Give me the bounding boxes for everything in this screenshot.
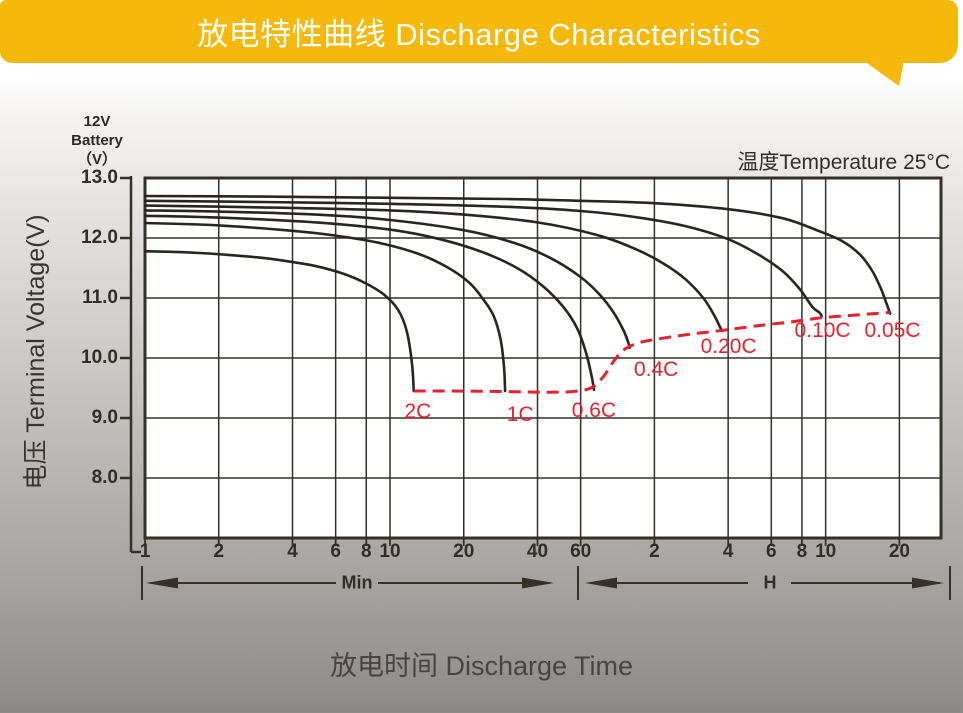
x-tick-label: 2 xyxy=(213,541,225,562)
discharge-curve-0.20C xyxy=(143,204,724,333)
curve-rate-label-0.4C: 0.4C xyxy=(633,358,679,381)
curve-rate-label-1C: 1C xyxy=(506,403,534,426)
battery-unit-line-2: Battery xyxy=(71,132,123,149)
y-tick-label: 8.0 xyxy=(91,467,118,488)
battery-unit-line-3: （V） xyxy=(76,151,117,168)
banner-tail-icon xyxy=(864,61,904,86)
discharge-curve-0.05C xyxy=(143,194,892,315)
curve-rate-label-0.10C: 0.10C xyxy=(794,319,851,342)
discharge-curve-0.10C xyxy=(143,199,823,318)
x-tick-label: 8 xyxy=(360,541,372,562)
x-tick-label: 6 xyxy=(765,541,777,562)
x-tick-label: 2 xyxy=(649,541,660,562)
y-tick-label: 12.0 xyxy=(81,227,118,248)
plot-frame xyxy=(143,176,943,540)
temperature-note: 温度Temperature 25°C xyxy=(737,151,950,174)
discharge-curve-0.6C xyxy=(143,214,596,392)
title-banner: 放电特性曲线 Discharge Characteristics xyxy=(0,0,958,63)
x-tick-label: 10 xyxy=(379,541,401,562)
x-tick-label: 10 xyxy=(815,541,837,562)
curve-rate-label-2C: 2C xyxy=(404,400,432,423)
x-tick-label: 40 xyxy=(526,541,549,562)
page-title: 放电特性曲线 Discharge Characteristics xyxy=(197,17,761,52)
x-tick-label: 1 xyxy=(139,541,151,562)
x-tick-label: 20 xyxy=(888,541,910,562)
range-arrowhead xyxy=(146,577,178,589)
curve-rate-label-0.6C: 0.6C xyxy=(571,398,617,422)
curve-rate-label-0.05C: 0.05C xyxy=(864,319,921,342)
x-axis-title: 放电时间 Discharge Time xyxy=(329,651,634,681)
x-tick-label: 20 xyxy=(453,541,475,562)
range-arrowhead xyxy=(522,577,554,589)
x-axis-unit-minutes: Min xyxy=(341,572,373,593)
x-tick-label: 6 xyxy=(330,541,341,562)
x-tick-label: 60 xyxy=(570,541,592,562)
battery-unit-line-1: 12V xyxy=(83,113,111,130)
x-tick-label: 4 xyxy=(287,541,298,562)
curve-rate-label-0.20C: 0.20C xyxy=(700,335,757,359)
cutoff-voltage-line xyxy=(413,310,891,394)
y-tick-label: 13.0 xyxy=(81,167,118,188)
x-axis-unit-hours: H xyxy=(763,572,777,593)
x-tick-label: 8 xyxy=(796,541,808,562)
discharge-curve-0.4C xyxy=(143,209,631,350)
discharge-curve-1C xyxy=(143,221,507,393)
x-tick-label: 4 xyxy=(722,541,734,562)
range-arrowhead xyxy=(585,577,617,589)
range-arrowhead xyxy=(912,577,944,589)
y-tick-label: 10.0 xyxy=(81,347,118,368)
y-tick-label: 9.0 xyxy=(91,407,118,428)
y-tick-label: 11.0 xyxy=(82,287,118,308)
battery-unit-label: 12V Battery （V） xyxy=(48,112,146,169)
discharge-curve-2C xyxy=(143,249,415,393)
